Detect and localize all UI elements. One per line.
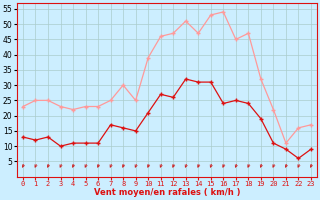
X-axis label: Vent moyen/en rafales ( km/h ): Vent moyen/en rafales ( km/h ): [94, 188, 240, 197]
